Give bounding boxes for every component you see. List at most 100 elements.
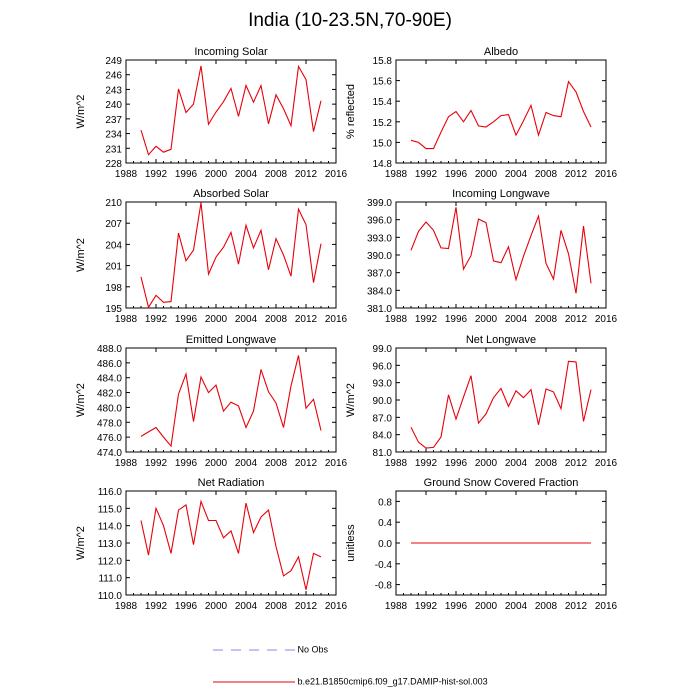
y-tick-label: 486.0 <box>97 359 122 370</box>
panel-title: Incoming Longwave <box>452 188 550 200</box>
y-axis-label: W/m^2 <box>345 383 357 417</box>
y-tick-label: 249 <box>105 56 122 67</box>
y-tick-label: 480.0 <box>97 403 122 414</box>
y-tick-label: 484.0 <box>97 374 122 385</box>
y-tick-label: 384.0 <box>367 286 392 297</box>
x-tick-label: 1992 <box>145 314 168 325</box>
x-tick-label: 1992 <box>415 601 438 612</box>
x-tick-label: 2004 <box>505 458 528 469</box>
x-tick-label: 2016 <box>325 169 348 180</box>
x-tick-label: 2008 <box>535 314 558 325</box>
y-tick-label: 234 <box>105 130 122 141</box>
x-tick-label: 2000 <box>475 601 498 612</box>
series-line <box>410 360 592 449</box>
y-tick-label: -0.4 <box>375 560 393 571</box>
y-tick-label: 15.4 <box>373 97 393 108</box>
x-tick-label: 2012 <box>295 169 318 180</box>
x-tick-label: 2016 <box>325 601 348 612</box>
x-tick-label: 1992 <box>415 314 438 325</box>
y-tick-label: 482.0 <box>97 389 122 400</box>
y-tick-label: 0.0 <box>378 539 392 550</box>
chart-panel: Ground Snow Covered Fraction 1988 1992 1996… <box>345 477 618 612</box>
x-tick-label: 2016 <box>595 601 618 612</box>
panel-title: Net Radiation <box>198 477 265 489</box>
x-tick-label: 2008 <box>265 458 288 469</box>
plot-frame <box>125 201 337 309</box>
x-tick-label: 2016 <box>325 458 348 469</box>
x-tick-label: 1992 <box>145 601 168 612</box>
x-tick-label: 1992 <box>145 169 168 180</box>
y-tick-label: 198 <box>105 283 122 294</box>
x-tick-label: 2016 <box>595 458 618 469</box>
panel-title: Absorbed Solar <box>193 188 269 200</box>
y-tick-label: 96.0 <box>373 361 393 372</box>
legend-obs: No Obs <box>213 644 328 655</box>
y-tick-label: 112.0 <box>98 556 123 567</box>
x-tick-label: 1996 <box>175 458 198 469</box>
series-line <box>410 80 592 150</box>
y-tick-label: 81.0 <box>373 448 393 459</box>
x-tick-label: 2000 <box>205 601 228 612</box>
panel-title: Emitted Longwave <box>186 334 277 346</box>
x-tick-label: 1992 <box>415 458 438 469</box>
x-tick-label: 1996 <box>175 601 198 612</box>
y-tick-label: 14.8 <box>373 159 393 170</box>
panel-title: Ground Snow Covered Fraction <box>424 477 579 489</box>
x-tick-label: 2004 <box>235 169 258 180</box>
x-tick-label: 2004 <box>235 314 258 325</box>
x-tick-label: 1988 <box>115 314 138 325</box>
y-tick-label: 237 <box>105 115 122 126</box>
y-tick-label: 110.0 <box>98 591 123 602</box>
chart-panel: Incoming Longwave 1988 1992 1996 2000 2004 200… <box>367 188 618 325</box>
y-axis-label: W/m^2 <box>75 526 87 560</box>
x-tick-label: 2008 <box>265 601 288 612</box>
y-tick-label: 99.0 <box>373 344 393 355</box>
y-tick-label: 246 <box>105 71 122 82</box>
y-tick-label: 488.0 <box>97 344 122 355</box>
page-title: India (10-23.5N,70-90E) <box>248 10 452 31</box>
series-line <box>410 207 592 294</box>
y-tick-label: 87.0 <box>373 413 393 424</box>
plot-frame <box>395 347 607 453</box>
x-tick-label: 1988 <box>115 458 138 469</box>
x-tick-label: 1988 <box>385 169 408 180</box>
x-tick-label: 2016 <box>595 314 618 325</box>
x-tick-label: 1996 <box>445 458 468 469</box>
y-tick-label: 240 <box>105 100 122 111</box>
x-tick-label: 2004 <box>505 314 528 325</box>
y-tick-label: 15.0 <box>373 138 393 149</box>
x-tick-label: 2012 <box>565 458 588 469</box>
x-tick-label: 2012 <box>565 601 588 612</box>
plot-frame <box>395 59 607 164</box>
chart-panel: Net Longwave 1988 1992 1996 2000 2004 2008 2012… <box>345 334 618 469</box>
y-tick-label: 111.0 <box>98 574 122 585</box>
y-tick-label: 114.0 <box>98 522 123 533</box>
y-tick-label: 228 <box>105 159 122 170</box>
y-tick-label: 15.2 <box>373 118 393 129</box>
y-tick-label: 201 <box>105 262 122 273</box>
legend-obs-line <box>213 649 295 651</box>
x-tick-label: 2016 <box>325 314 348 325</box>
y-tick-label: 115.0 <box>98 504 123 515</box>
chart-panel: Net Radiation 1988 1992 1996 2000 2004 2008 201… <box>75 477 348 612</box>
y-tick-label: 390.0 <box>367 251 392 262</box>
chart-panel: Emitted Longwave 1988 1992 1996 2000 2004 2008… <box>75 334 348 469</box>
series-line <box>140 499 322 590</box>
x-tick-label: 1988 <box>115 169 138 180</box>
x-tick-label: 2004 <box>235 601 258 612</box>
y-tick-label: 0.8 <box>378 497 392 508</box>
y-tick-label: 84.0 <box>373 431 393 442</box>
y-tick-label: 210 <box>105 198 122 209</box>
x-tick-label: 2012 <box>295 458 318 469</box>
y-tick-label: -0.8 <box>375 581 393 592</box>
legend-model-line <box>213 681 295 683</box>
x-tick-label: 1988 <box>385 314 408 325</box>
x-tick-label: 2012 <box>565 169 588 180</box>
y-tick-label: 113.0 <box>98 539 123 550</box>
y-axis-label: W/m^2 <box>75 383 87 417</box>
x-tick-label: 2012 <box>295 601 318 612</box>
x-tick-label: 2000 <box>475 458 498 469</box>
series-line <box>140 64 322 156</box>
x-tick-label: 2008 <box>535 601 558 612</box>
